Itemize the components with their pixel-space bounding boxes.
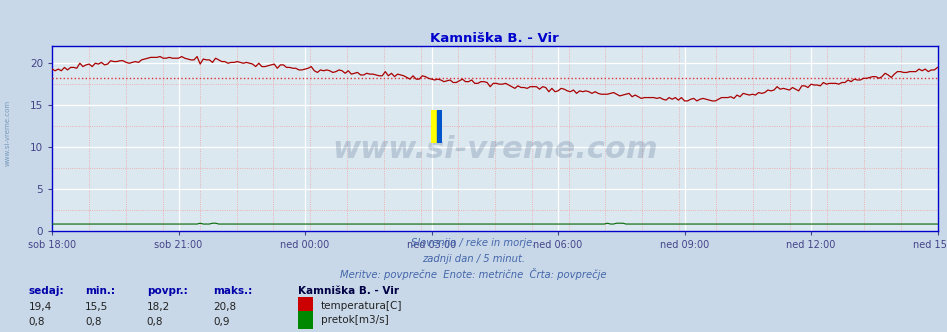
Title: Kamniška B. - Vir: Kamniška B. - Vir [431,32,559,45]
Text: maks.:: maks.: [213,286,252,296]
Text: zadnji dan / 5 minut.: zadnji dan / 5 minut. [422,254,525,264]
Text: povpr.:: povpr.: [147,286,188,296]
Text: min.:: min.: [85,286,116,296]
Bar [437,110,442,143]
Text: 19,4: 19,4 [28,302,52,312]
Text: Slovenija / reke in morje.: Slovenija / reke in morje. [411,238,536,248]
Text: 0,8: 0,8 [28,317,45,327]
Text: 18,2: 18,2 [147,302,170,312]
Text: 15,5: 15,5 [85,302,109,312]
Text: sedaj:: sedaj: [28,286,64,296]
Text: Meritve: povprečne  Enote: metrične  Črta: povprečje: Meritve: povprečne Enote: metrične Črta:… [340,268,607,280]
Text: Kamniška B. - Vir: Kamniška B. - Vir [298,286,400,296]
Text: pretok[m3/s]: pretok[m3/s] [321,315,389,325]
Bar [431,110,437,143]
Text: 20,8: 20,8 [213,302,236,312]
Text: 0,8: 0,8 [147,317,163,327]
Text: www.si-vreme.com: www.si-vreme.com [332,135,657,164]
Text: www.si-vreme.com: www.si-vreme.com [5,100,10,166]
Text: temperatura[C]: temperatura[C] [321,301,402,311]
Text: 0,8: 0,8 [85,317,101,327]
Text: 0,9: 0,9 [213,317,229,327]
